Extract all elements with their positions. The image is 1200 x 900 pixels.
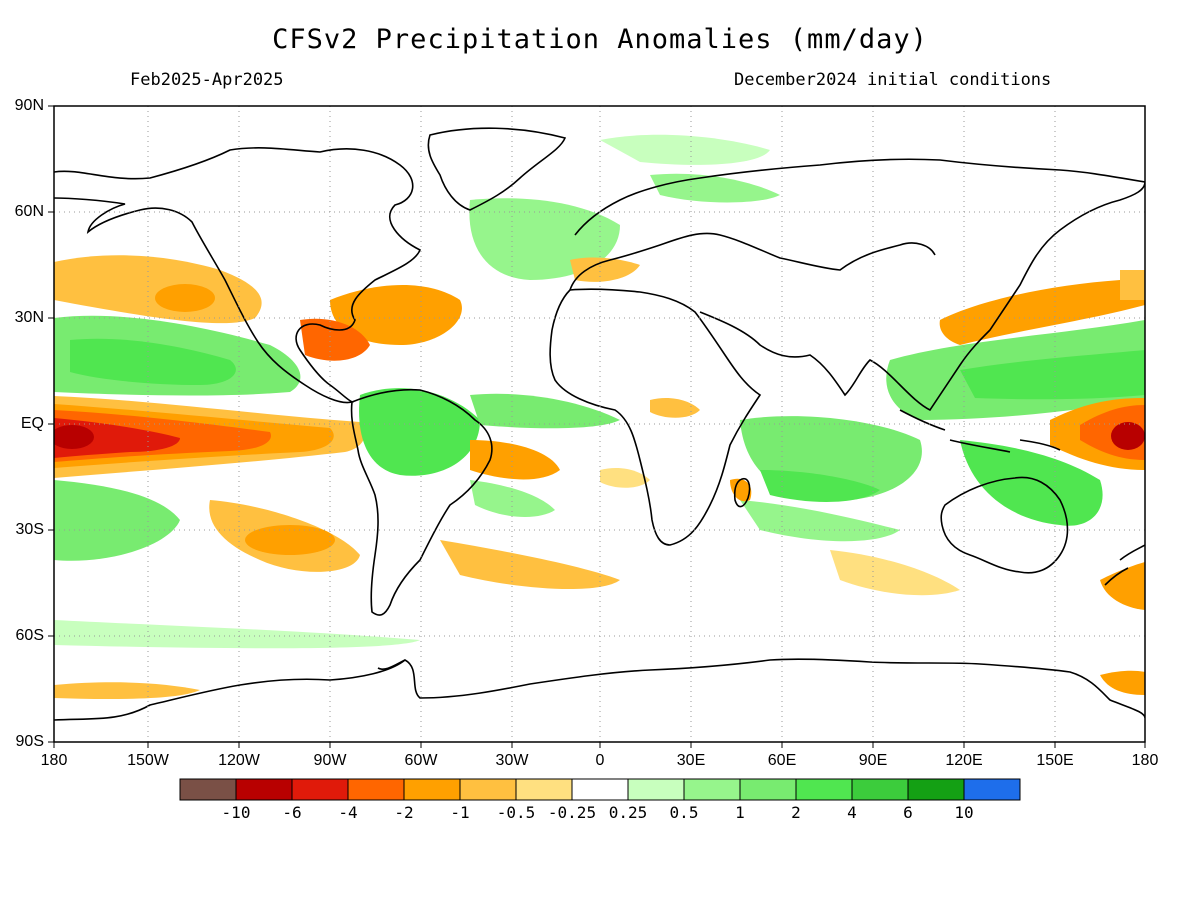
anomaly-region: [1120, 270, 1145, 300]
anomaly-region: [54, 682, 200, 700]
lon-label: 30W: [495, 752, 529, 769]
colorbar-swatch: [851, 778, 909, 801]
coastline-madagascar: [733, 478, 751, 508]
lon-label: 60W: [404, 752, 438, 769]
anomaly-region: [470, 480, 555, 517]
anomaly-region: [300, 318, 370, 361]
anomaly-region: [54, 255, 262, 324]
anomaly-region: [70, 338, 236, 385]
anomaly-region: [54, 425, 94, 449]
colorbar-label: 1: [735, 803, 745, 822]
colorbar-label: -10: [221, 803, 251, 822]
coastline-north-america: [54, 147, 422, 404]
lat-label: 30N: [14, 309, 44, 326]
anomaly-region: [440, 540, 620, 590]
anomaly-region: [760, 470, 880, 502]
anomaly-region: [470, 393, 620, 429]
colorbar-label: -6: [282, 803, 302, 822]
lat-label: 90S: [15, 733, 44, 750]
anomaly-region: [155, 284, 215, 312]
colorbar-label: 0.25: [608, 803, 648, 822]
colorbar-swatch: [795, 778, 853, 801]
lon-label: 60E: [767, 752, 797, 769]
colorbar-label: -4: [338, 803, 358, 822]
anomaly-region: [830, 550, 960, 596]
colorbar-swatch: [571, 778, 629, 801]
anomaly-region: [650, 173, 780, 203]
lon-label: 90W: [313, 752, 347, 769]
anomaly-region: [600, 468, 650, 488]
anomaly-region: [1100, 670, 1145, 695]
colorbar-swatch: [739, 778, 797, 801]
anomaly-region: [470, 440, 560, 480]
colorbar-swatch: [459, 778, 517, 801]
colorbar-swatch: [683, 778, 741, 801]
colorbar-swatch: [179, 778, 237, 801]
colorbar-swatch: [347, 778, 405, 801]
lat-label: 60N: [14, 203, 44, 220]
lon-label: 120E: [945, 752, 983, 769]
forecast-period: Feb2025-Apr2025: [130, 70, 284, 90]
lon-label: 150E: [1036, 752, 1074, 769]
lon-label: 180: [1131, 752, 1159, 769]
colorbar: [179, 778, 1021, 801]
coastline-antarctic-peninsula: [377, 659, 406, 670]
coastline-africa: [549, 288, 762, 546]
colorbar-label: 6: [903, 803, 913, 822]
lat-label: 60S: [15, 627, 44, 644]
lat-label: 30S: [15, 521, 44, 538]
coastline-south-america: [350, 388, 493, 616]
colorbar-label: -0.5: [496, 803, 536, 822]
lon-label: 150W: [127, 752, 169, 769]
colorbar-label: -0.25: [547, 803, 597, 822]
anomaly-region: [960, 350, 1145, 400]
colorbar-swatch: [235, 778, 293, 801]
colorbar-swatch: [291, 778, 349, 801]
colorbar-label: 0.5: [669, 803, 699, 822]
lon-label: 90E: [858, 752, 888, 769]
anomaly-region: [359, 388, 480, 476]
coastline-antarctica: [54, 658, 1145, 721]
colorbar-label: -2: [394, 803, 414, 822]
graticule: [54, 106, 1145, 742]
anomaly-region: [740, 500, 900, 542]
colorbar-swatch: [403, 778, 461, 801]
anomaly-region: [245, 525, 335, 555]
coastline-europe: [569, 232, 936, 291]
chart-title: CFSv2 Precipitation Anomalies (mm/day): [272, 24, 928, 55]
coastline-asia: [574, 158, 1145, 412]
anomaly-region: [960, 440, 1103, 526]
anomaly-region: [570, 257, 640, 282]
axis-ticks: [48, 105, 1146, 748]
colorbar-label: 4: [847, 803, 857, 822]
anomaly-region: [54, 620, 420, 649]
lon-label: 30E: [676, 752, 706, 769]
lat-label: EQ: [20, 415, 44, 432]
colorbar-label: 2: [791, 803, 801, 822]
coastline-new-zealand: [1104, 544, 1145, 586]
anomaly-region: [1111, 422, 1145, 450]
anomaly-region: [330, 285, 462, 345]
colorbar-label: -1: [450, 803, 470, 822]
coastline-islands: [899, 409, 1061, 453]
anomaly-field: [54, 134, 1145, 700]
anomaly-region: [54, 480, 180, 561]
anomaly-region: [650, 398, 700, 418]
lon-label: 0: [595, 752, 605, 769]
colorbar-swatch: [515, 778, 573, 801]
coastlines: [54, 127, 1145, 721]
anomaly-region: [600, 134, 770, 165]
colorbar-swatch: [907, 778, 965, 801]
coastline-australia: [940, 476, 1069, 574]
coastline-greenland: [427, 127, 567, 211]
lon-label: 120W: [218, 752, 260, 769]
lat-label: 90N: [14, 97, 44, 114]
lon-label: 180: [40, 752, 68, 769]
anomaly-region: [1100, 562, 1145, 610]
colorbar-swatch: [627, 778, 685, 801]
initial-conditions: December2024 initial conditions: [734, 70, 1052, 90]
colorbar-swatch: [963, 778, 1021, 801]
colorbar-label: 10: [954, 803, 974, 822]
